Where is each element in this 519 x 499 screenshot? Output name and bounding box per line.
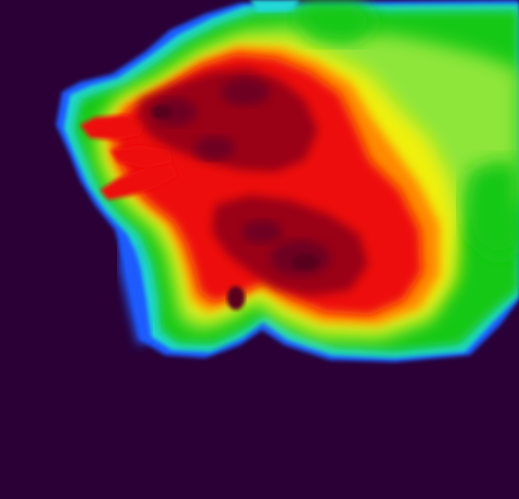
maroon-spot-3 xyxy=(195,136,235,160)
maroon-spot-2 xyxy=(221,78,269,106)
deep-maroon-spot-1 xyxy=(152,105,172,119)
finger-upper-region xyxy=(80,115,145,140)
green-right-lobe xyxy=(462,160,519,260)
finger-mid-region xyxy=(110,145,172,168)
green-top-lobe xyxy=(295,0,380,45)
finger-lower-region xyxy=(100,160,178,200)
cyan-top-strip xyxy=(250,0,300,12)
deep-maroon-spot-3 xyxy=(291,254,319,270)
maroon-spot-5 xyxy=(242,220,282,244)
deep-maroon-spot-2 xyxy=(227,286,245,310)
blue-wisp-region xyxy=(120,240,150,345)
dark-red-upper-region xyxy=(138,68,318,172)
maroon-spot-1 xyxy=(153,98,197,126)
